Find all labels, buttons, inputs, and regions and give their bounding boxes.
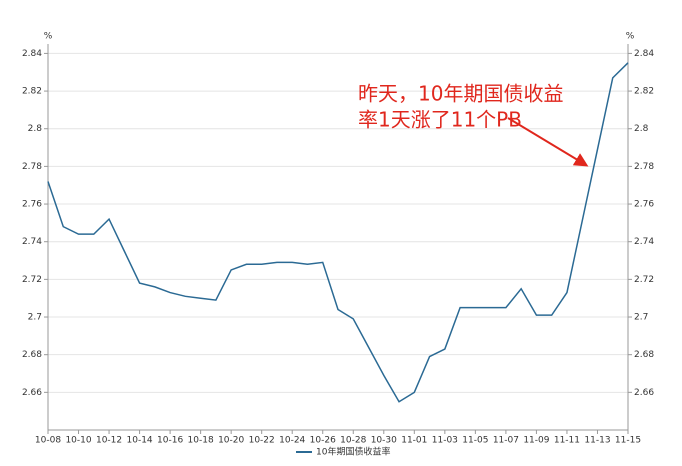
y-tick-label: 2.7 (28, 313, 42, 323)
x-tick-label: 10-20 (218, 436, 244, 446)
y2-tick-label: 2.82 (634, 87, 654, 97)
y-tick-label: 2.68 (22, 350, 42, 360)
y2-tick-label: 2.7 (634, 313, 648, 323)
x-tick-label: 11-13 (584, 436, 610, 446)
y-tick-label: 2.66 (22, 388, 42, 398)
y-tick-label: 2.72 (22, 275, 42, 285)
x-tick-label: 10-24 (279, 436, 305, 446)
y-tick-label: 2.74 (22, 237, 42, 247)
x-tick-label: 10-30 (371, 436, 397, 446)
annotation: 昨天，10年期国债收益 (358, 82, 563, 106)
x-tick-label: 11-15 (615, 436, 641, 446)
annotation: 率1天涨了11个PB (358, 108, 522, 132)
y2-tick-label: 2.68 (634, 350, 654, 360)
x-tick-label: 10-14 (127, 436, 153, 446)
y2-tick-label: 2.76 (634, 200, 654, 210)
annotation-arrow (507, 117, 589, 167)
x-tick-label: 10-16 (157, 436, 183, 446)
y2-tick-label: 2.74 (634, 237, 654, 247)
data-line (47, 62, 629, 403)
x-tick-label: 10-08 (35, 436, 61, 446)
y-tick-label: 2.78 (22, 162, 42, 172)
y2-tick-label: 2.84 (634, 49, 654, 59)
y-tick-label: 2.82 (22, 87, 42, 97)
y-unit-left: % (44, 32, 53, 42)
y2-tick-label: 2.66 (634, 388, 654, 398)
x-tick-label: 10-10 (65, 436, 91, 446)
x-tick-label: 11-03 (432, 436, 458, 446)
x-tick-label: 10-18 (188, 436, 214, 446)
x-tick-label: 10-22 (249, 436, 275, 446)
y-unit-right: % (626, 32, 635, 42)
x-tick-label: 10-12 (96, 436, 122, 446)
x-tick-label: 10-28 (340, 436, 366, 446)
legend-label: 10年期国债收益率 (316, 446, 390, 458)
x-tick-label: 11-01 (401, 436, 427, 446)
y2-tick-label: 2.8 (634, 124, 649, 134)
x-tick-label: 11-05 (462, 436, 488, 446)
y2-tick-label: 2.72 (634, 275, 654, 285)
x-tick-label: 10-26 (310, 436, 336, 446)
y-tick-label: 2.76 (22, 200, 42, 210)
y2-tick-label: 2.78 (634, 162, 654, 172)
y-tick-label: 2.84 (22, 49, 42, 59)
x-tick-label: 11-11 (554, 436, 580, 446)
x-tick-label: 11-07 (493, 436, 519, 446)
y-tick-label: 2.8 (28, 124, 43, 134)
x-tick-label: 11-09 (523, 436, 549, 446)
